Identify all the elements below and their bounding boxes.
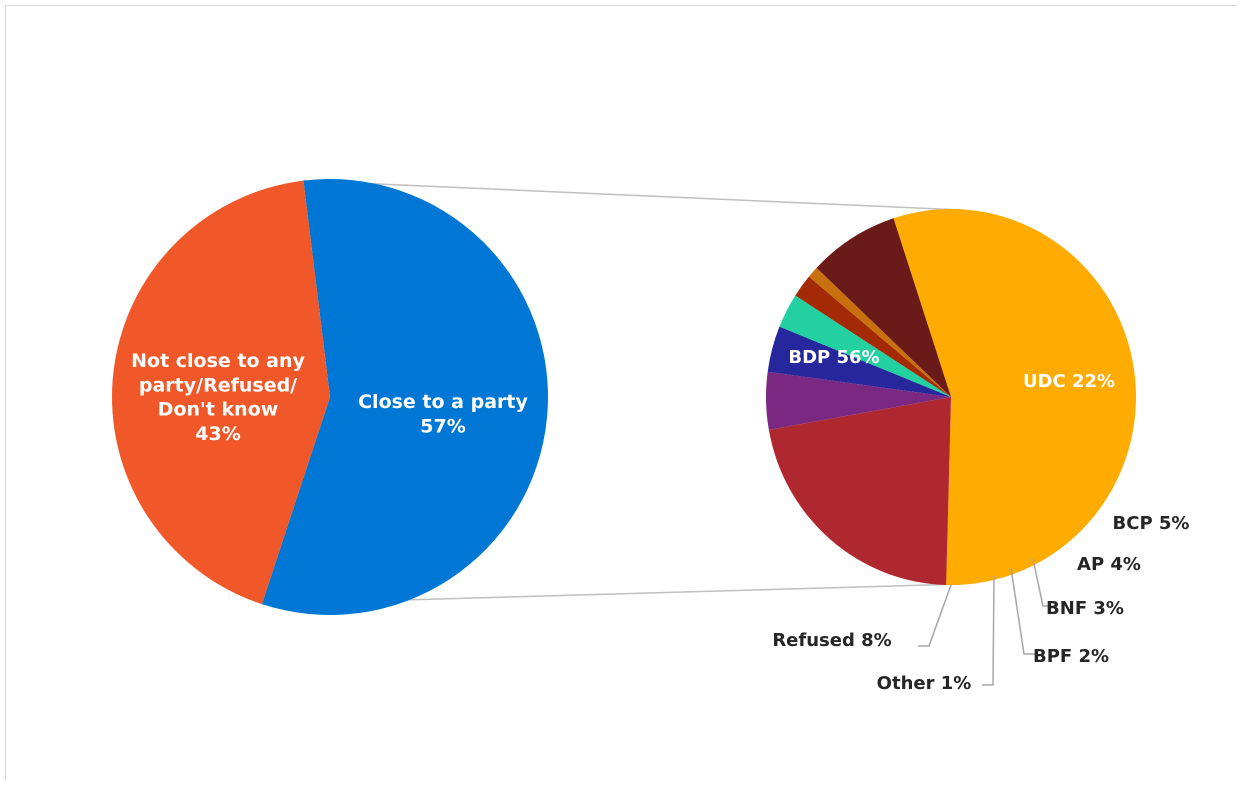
label-bnf-line: BNF 3% — [1046, 598, 1124, 619]
leader-line-refused — [918, 584, 952, 647]
pie-slice-ap — [767, 326, 951, 397]
label-other: Other 1% — [877, 673, 972, 694]
primary-pie — [111, 178, 548, 615]
label-bdp: BDP 56% — [788, 347, 879, 368]
label-bpf-line: BPF 2% — [1033, 646, 1109, 667]
label-refused-line: Refused 8% — [772, 630, 891, 651]
label-bpf: BPF 2% — [1033, 646, 1109, 667]
label-bnf: BNF 3% — [1046, 598, 1124, 619]
label-not-close-to-any-party-line: 43% — [195, 423, 240, 445]
label-udc: UDC 22% — [1023, 371, 1115, 392]
label-ap: AP 4% — [1077, 554, 1141, 575]
pie-slice-not-close-to-any-party-refused-don-t-know — [111, 180, 330, 605]
pie-slice-other — [808, 267, 951, 397]
connector-line-top — [303, 179, 963, 211]
leader-line-bpf — [1010, 567, 1037, 655]
pie-slice-bnf — [779, 295, 951, 397]
label-not-close-to-any-party-line: Not close to any — [131, 350, 305, 372]
leader-line-other — [982, 575, 995, 686]
label-refused: Refused 8% — [772, 630, 891, 651]
data-labels: Close to a party 57% Not close to any party… — [131, 347, 1189, 694]
leader-lines — [918, 558, 1056, 686]
pie-slice-close-to-a-party — [261, 178, 548, 615]
pie-slice-bpf — [795, 276, 951, 397]
label-not-close-to-any-party-line: Don't know — [158, 399, 279, 421]
label-udc-line: UDC 22% — [1023, 371, 1115, 392]
pie-slice-bcp — [765, 371, 951, 430]
label-ap-line: AP 4% — [1077, 554, 1141, 575]
label-close-to-a-party-line: Close to a party — [358, 391, 528, 413]
pie-slice-refused — [816, 218, 951, 397]
label-bcp: BCP 5% — [1113, 513, 1190, 534]
chart-frame — [5, 5, 1237, 780]
pie-slice-udc — [768, 397, 951, 585]
label-not-close-to-any-party-line: party/Refused/ — [139, 374, 297, 396]
label-not-close-to-any-party: Not close to any party/Refused/Don't know… — [131, 350, 305, 445]
label-close-to-a-party-line: 57% — [420, 415, 465, 437]
pie-slice-bdp — [893, 209, 1136, 586]
leader-line-bnf — [1032, 558, 1056, 607]
label-other-line: Other 1% — [877, 673, 972, 694]
label-bdp-line: BDP 56% — [788, 347, 879, 368]
secondary-pie — [765, 209, 1136, 586]
label-close-to-a-party: Close to a party 57% — [358, 391, 528, 437]
label-bcp-line: BCP 5% — [1113, 513, 1190, 534]
